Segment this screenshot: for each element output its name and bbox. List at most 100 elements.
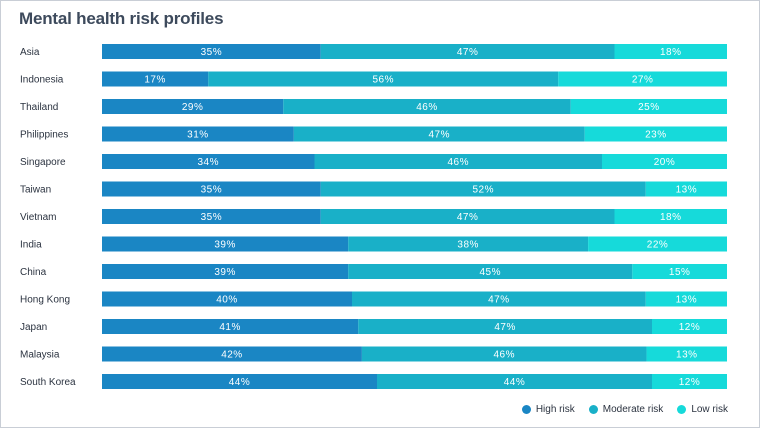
value-label-moderate-risk-philippines: 47% (428, 130, 450, 141)
legend-swatch-high-risk (521, 405, 531, 414)
value-label-moderate-risk-indonesia: 56% (372, 75, 394, 86)
bar-moderate-risk-japan (358, 319, 652, 334)
bar-low-risk-thailand (570, 99, 727, 114)
category-label-hong-kong: Hong Kong (20, 295, 70, 306)
bar-high-risk-indonesia (102, 71, 209, 87)
value-label-moderate-risk-singapore: 46% (447, 157, 469, 168)
value-label-moderate-risk-asia: 47% (457, 47, 479, 58)
value-label-low-risk-malaysia: 13% (676, 350, 698, 361)
bar-high-risk-singapore (102, 154, 315, 169)
category-label-taiwan: Taiwan (20, 185, 51, 196)
bar-low-risk-asia (614, 44, 727, 59)
bar-low-risk-philippines (584, 126, 727, 142)
value-label-low-risk-thailand: 25% (638, 102, 660, 113)
bar-high-risk-vietnam (102, 209, 321, 224)
legend-item-low-risk: Low risk (677, 404, 728, 415)
value-label-low-risk-asia: 18% (660, 47, 682, 58)
bar-moderate-risk-south-korea (377, 374, 652, 389)
value-label-high-risk-india: 39% (214, 240, 236, 251)
bar-high-risk-taiwan (102, 181, 321, 197)
category-label-south-korea: South Korea (20, 377, 76, 388)
value-label-moderate-risk-japan: 47% (494, 322, 516, 333)
bar-high-risk-malaysia (102, 346, 362, 362)
chart-title: Mental health risk profiles (19, 9, 224, 28)
bar-low-risk-japan (652, 319, 727, 334)
bar-moderate-risk-india (348, 236, 589, 252)
value-label-moderate-risk-hong-kong: 47% (488, 295, 510, 306)
value-label-moderate-risk-malaysia: 46% (493, 350, 515, 361)
legend-item-high-risk: High risk (521, 404, 575, 415)
category-label-singapore: Singapore (20, 157, 66, 168)
bar-moderate-risk-malaysia (361, 346, 647, 362)
value-label-low-risk-indonesia: 27% (632, 75, 654, 86)
value-label-moderate-risk-taiwan: 52% (472, 185, 494, 196)
value-label-moderate-risk-india: 38% (457, 240, 479, 251)
bar-high-risk-china (102, 264, 349, 279)
value-label-high-risk-asia: 35% (201, 47, 223, 58)
category-label-china: China (20, 267, 47, 278)
bar-low-risk-malaysia (646, 346, 727, 362)
value-label-moderate-risk-thailand: 46% (416, 102, 438, 113)
bar-moderate-risk-indonesia (208, 71, 559, 87)
bar-low-risk-taiwan (645, 181, 727, 197)
value-label-low-risk-hong-kong: 13% (676, 295, 698, 306)
value-label-moderate-risk-china: 45% (479, 267, 501, 278)
category-label-thailand: Thailand (20, 102, 58, 113)
category-label-philippines: Philippines (20, 130, 68, 141)
value-label-low-risk-vietnam: 18% (660, 212, 682, 223)
category-label-japan: Japan (20, 322, 47, 333)
value-label-low-risk-philippines: 23% (645, 130, 667, 141)
value-label-low-risk-taiwan: 13% (676, 185, 698, 196)
bar-high-risk-asia (102, 44, 321, 59)
value-label-low-risk-japan: 12% (679, 322, 701, 333)
bar-high-risk-south-korea (102, 374, 377, 389)
legend-label-low-risk: Low risk (691, 404, 728, 415)
category-label-malaysia: Malaysia (20, 350, 60, 361)
value-label-low-risk-south-korea: 12% (679, 377, 701, 388)
bar-low-risk-china (632, 264, 727, 279)
bar-moderate-risk-vietnam (320, 209, 615, 224)
value-label-high-risk-malaysia: 42% (221, 350, 243, 361)
value-label-high-risk-philippines: 31% (187, 130, 209, 141)
value-label-high-risk-china: 39% (214, 267, 236, 278)
bar-low-risk-singapore (602, 154, 727, 169)
value-label-high-risk-indonesia: 17% (144, 75, 166, 86)
bar-moderate-risk-singapore (314, 154, 602, 169)
legend-label-moderate-risk: Moderate risk (602, 404, 664, 415)
category-label-asia: Asia (20, 47, 40, 58)
legend-label-high-risk: High risk (535, 404, 575, 415)
bar-high-risk-hong-kong (102, 291, 352, 307)
bar-moderate-risk-thailand (283, 99, 571, 114)
legend-swatch-moderate-risk (588, 405, 598, 414)
bar-high-risk-india (102, 236, 349, 252)
bar-high-risk-japan (102, 319, 359, 334)
legend-swatch-low-risk (677, 405, 687, 414)
legend: High risk Moderate risk Low risk (521, 404, 728, 415)
bar-low-risk-vietnam (614, 209, 727, 224)
value-label-high-risk-taiwan: 35% (201, 185, 223, 196)
bar-moderate-risk-hong-kong (352, 291, 646, 307)
value-label-low-risk-singapore: 20% (654, 157, 676, 168)
value-label-moderate-risk-vietnam: 47% (457, 212, 479, 223)
category-label-india: India (20, 240, 42, 251)
bar-low-risk-south-korea (652, 374, 727, 389)
bar-moderate-risk-philippines (293, 126, 585, 142)
bar-high-risk-philippines (102, 126, 294, 142)
value-label-high-risk-singapore: 34% (197, 157, 219, 168)
value-label-high-risk-south-korea: 44% (229, 377, 251, 388)
bar-low-risk-hong-kong (645, 291, 727, 307)
value-label-high-risk-hong-kong: 40% (216, 295, 238, 306)
legend-item-moderate-risk: Moderate risk (588, 404, 664, 415)
value-label-high-risk-japan: 41% (219, 322, 241, 333)
bar-moderate-risk-taiwan (320, 181, 646, 197)
bar-moderate-risk-china (348, 264, 633, 279)
bar-high-risk-thailand (102, 99, 284, 114)
value-label-high-risk-vietnam: 35% (201, 212, 223, 223)
value-label-moderate-risk-south-korea: 44% (504, 377, 526, 388)
bar-low-risk-indonesia (558, 71, 727, 87)
value-label-low-risk-china: 15% (669, 267, 691, 278)
bar-moderate-risk-asia (320, 44, 615, 59)
category-label-vietnam: Vietnam (20, 212, 57, 223)
value-label-low-risk-india: 22% (647, 240, 669, 251)
